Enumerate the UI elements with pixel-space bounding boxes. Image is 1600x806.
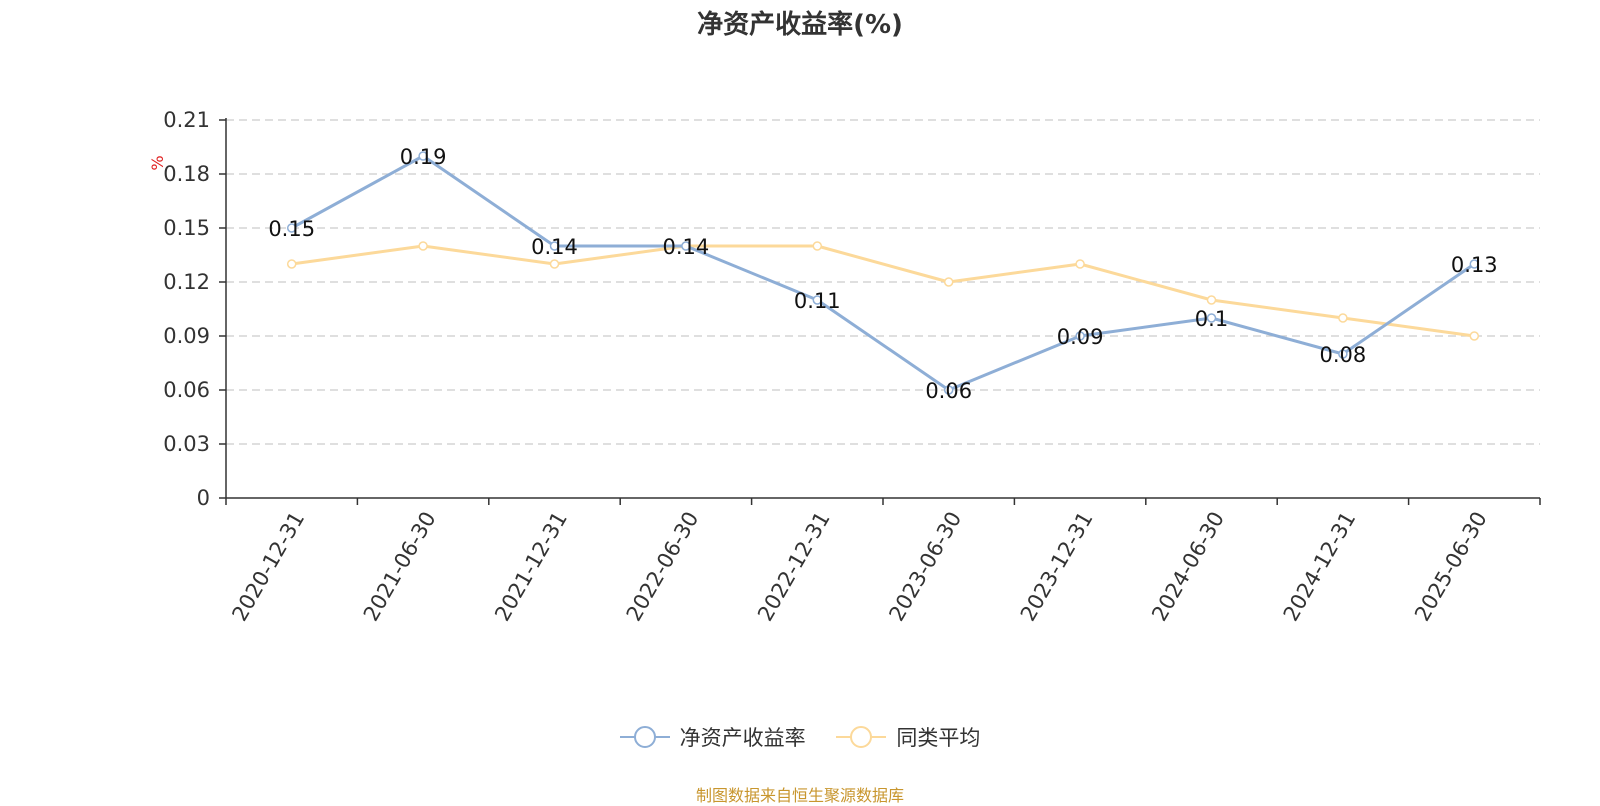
legend-item-series-2[interactable]: 同类平均	[836, 722, 980, 752]
y-axis-label: %	[148, 155, 167, 170]
series-layer	[286, 151, 1480, 395]
legend-line-circle-icon	[836, 725, 887, 749]
y-tick-label: 0.03	[163, 432, 210, 456]
data-label: 0.11	[794, 289, 841, 313]
x-tick-label: 2022-06-30	[622, 508, 704, 626]
x-tick-label: 2024-12-31	[1279, 508, 1361, 626]
series-2-point	[943, 277, 954, 287]
series-1-point	[1075, 331, 1085, 341]
y-tick-label: 0.09	[163, 324, 210, 348]
series-2-point	[1075, 259, 1085, 269]
series-1-point	[418, 151, 428, 161]
x-tick-label: 2021-12-31	[490, 508, 572, 626]
chart-title: 净资产收益率(%)	[697, 10, 903, 40]
series-1-point	[681, 241, 691, 251]
series-1-point	[549, 241, 560, 251]
series-2-point	[812, 241, 823, 251]
x-tick-label: 2022-12-31	[753, 508, 835, 626]
data-label: 0.09	[1057, 325, 1104, 349]
series-2-point	[1469, 331, 1480, 341]
source-note: 制图数据来自恒生聚源数据库	[695, 786, 904, 805]
data-label: 0.13	[1451, 253, 1498, 277]
data-label: 0.19	[400, 145, 447, 169]
x-tick-label: 2021-06-30	[359, 507, 441, 625]
data-label: 0.14	[663, 235, 710, 259]
legend-label: 净资产收益率	[679, 726, 806, 750]
y-tick-label: 0.12	[163, 270, 210, 294]
y-tick-label: 0.15	[163, 216, 210, 240]
series-1-point	[1469, 259, 1480, 269]
data-label: 0.1	[1195, 307, 1228, 331]
y-tick-label: 0.06	[163, 378, 210, 402]
series-2-point	[418, 241, 428, 251]
x-tick-label: 2020-12-31	[227, 508, 309, 626]
series-1-point	[286, 223, 297, 233]
y-tick-label: 0	[197, 486, 210, 510]
series-line-1	[290, 154, 1476, 392]
x-tick-label: 2025-06-30	[1410, 508, 1492, 626]
series-1-point	[1338, 349, 1348, 359]
legend-line-circle-icon	[619, 725, 670, 749]
data-label: 0.15	[268, 217, 315, 241]
data-label: 0.08	[1320, 343, 1367, 367]
data-label-layer: 0.15 0.19 0.14 0.14 0.11 0.06 0.09 0.1 0.08 0.13	[268, 145, 1497, 403]
legend: 净资产收益率 同类平均	[0, 722, 1600, 754]
series-1-point	[1206, 313, 1217, 323]
y-tick-label: 0.18	[163, 162, 210, 186]
series-2-point	[286, 259, 297, 269]
series-1-point	[812, 295, 823, 305]
series-2-point	[549, 259, 560, 269]
legend-label: 同类平均	[896, 726, 981, 750]
data-label: 0.14	[531, 235, 578, 259]
series-2-point	[1338, 313, 1348, 323]
data-label: 0.06	[925, 379, 972, 403]
series-1-point	[943, 385, 954, 395]
y-tick-label: 0.21	[163, 108, 210, 132]
line-chart: 0 0.03 0.06 0.09 0.12 0.15 0.18 0.21 2020-12-31 2…	[148, 108, 1541, 626]
x-tick-label: 2023-12-31	[1016, 508, 1098, 626]
x-tick-label: 2023-06-30	[884, 507, 966, 625]
series-2-point	[1206, 295, 1217, 305]
legend-item-series-1[interactable]: 净资产收益率	[619, 722, 806, 752]
x-tick-label: 2024-06-30	[1147, 508, 1229, 626]
grid-layer	[226, 119, 1540, 445]
series-line-2	[291, 244, 1475, 338]
